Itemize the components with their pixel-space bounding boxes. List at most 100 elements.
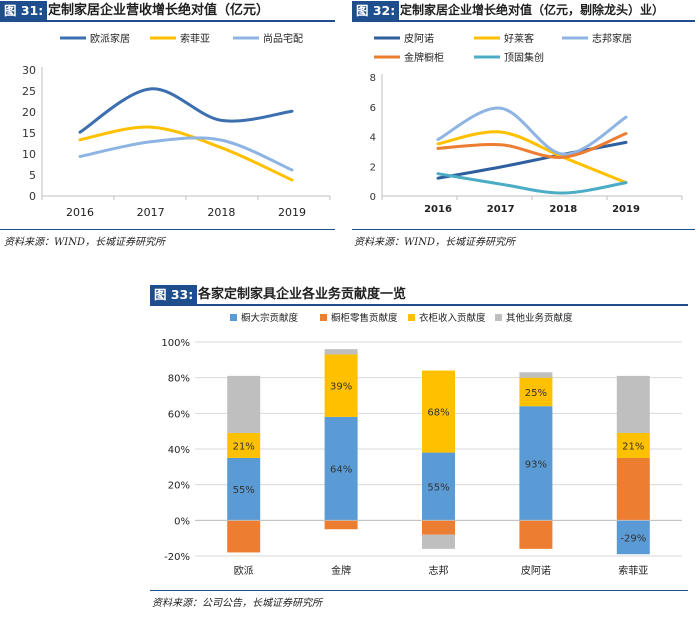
series-line — [436, 106, 628, 156]
y-tick-label: 40% — [168, 445, 190, 456]
y-tick-label: 10 — [22, 148, 36, 161]
y-tick-label: 4 — [370, 133, 376, 144]
y-tick-label: 5 — [29, 169, 36, 182]
bar-segment — [616, 432, 650, 458]
x-tick-label: 志邦 — [429, 564, 449, 577]
series-line — [436, 172, 628, 195]
legend-label: 衣柜收入贡献度 — [419, 312, 486, 324]
series-line — [436, 130, 628, 185]
data-label: 21% — [622, 441, 644, 452]
figure-33-stacked-bar-chart: -20% 0% 20% 40% 60% 80% 100% 55% 21% 欧派 64% 39% 金牌 55… — [161, 312, 682, 577]
figure-33-title-bar: 图 33: 各家定制家具企业各业务贡献度一览 — [150, 284, 688, 306]
y-tick-label: 2 — [370, 162, 376, 173]
figure-33-panel: 图 33: 各家定制家具企业各业务贡献度一览 -20% 0% 20% 40% 60% 80… — [150, 284, 690, 618]
figure-31-source: 资料来源：WIND，长城证券研究所 — [4, 237, 165, 248]
y-tick-label: 60% — [168, 409, 190, 420]
bar-segment — [519, 406, 553, 521]
x-tick-label: 2017 — [137, 206, 165, 219]
figure-31-title-bar: 图 31: 定制家居企业营收增长绝对值（亿元） — [0, 0, 335, 22]
bar-segment — [422, 452, 455, 521]
y-tick-label: 8 — [370, 73, 376, 84]
y-tick-label: 30 — [22, 64, 36, 77]
figure-32-title: 定制家居企业增长绝对值（亿元，剔除龙头）业） — [400, 3, 665, 17]
figure-32-panel: 图 32: 定制家居企业增长绝对值（亿元，剔除龙头）业） 0 2 4 6 8 2016 20… — [352, 0, 700, 250]
y-tick-label: 0% — [174, 516, 190, 527]
x-tick-label: 2018 — [207, 206, 235, 219]
series-line — [78, 136, 294, 172]
bar-segment — [422, 520, 455, 535]
bar-segment — [422, 534, 455, 549]
legend-label: 皮阿诺 — [404, 32, 434, 45]
bar-segment — [616, 457, 650, 521]
legend-swatch — [320, 314, 327, 321]
data-label: 25% — [525, 388, 547, 399]
data-label: -29% — [620, 533, 646, 544]
x-tick-label: 2018 — [549, 204, 577, 215]
figure-31-source-rule — [0, 229, 335, 230]
x-tick-label: 2017 — [487, 204, 515, 215]
legend-label: 欧派家居 — [90, 32, 130, 45]
bar-segment — [616, 375, 650, 433]
bar-segment — [227, 432, 261, 458]
legend-swatch — [495, 314, 502, 321]
bar-segment — [519, 520, 553, 549]
figure-31-tag: 图 31: — [0, 1, 48, 20]
y-tick-label: 20 — [22, 106, 36, 119]
data-label: 64% — [330, 465, 352, 476]
figure-32-source-rule — [352, 229, 695, 230]
figure-33-title: 各家定制家具企业各业务贡献度一览 — [198, 287, 407, 302]
figure-32-tag: 图 32: — [352, 1, 400, 20]
x-tick-label: 2019 — [612, 204, 640, 215]
data-label: 55% — [427, 482, 449, 493]
bar-segment — [616, 520, 650, 555]
figure-31-panel: 图 31: 定制家居企业营收增长绝对值（亿元） 0 5 10 15 20 25 30 2016… — [0, 0, 340, 250]
series-line — [436, 132, 628, 159]
figure-33-tag: 图 33: — [150, 285, 198, 304]
bar-segment — [324, 354, 358, 417]
legend-label: 橱柜零售贡献度 — [331, 312, 398, 324]
y-tick-label: 80% — [168, 374, 190, 385]
bar-segment — [324, 520, 358, 530]
x-tick-label: 2019 — [278, 206, 306, 219]
figure-33-source-rule — [150, 590, 688, 591]
legend-label: 顶固集创 — [504, 51, 544, 64]
y-tick-label: 0 — [29, 190, 36, 203]
data-label: 55% — [233, 485, 255, 496]
legend-label: 好莱客 — [504, 32, 534, 45]
figure-33-source: 资料来源：公司公告，长城证券研究所 — [152, 598, 322, 609]
x-tick-label: 2016 — [424, 204, 452, 215]
y-tick-label: -20% — [164, 552, 190, 563]
bar-segment — [227, 375, 261, 433]
legend-swatch — [230, 314, 237, 321]
y-tick-label: 20% — [168, 481, 190, 492]
bar-segment — [519, 377, 553, 407]
bar-segment — [227, 520, 261, 553]
y-tick-label: 6 — [370, 103, 376, 114]
bar-segment — [519, 372, 553, 378]
data-label: 21% — [233, 441, 255, 452]
bar-segment — [227, 457, 261, 521]
bar-segment — [422, 370, 455, 453]
figure-31-line-chart: 0 5 10 15 20 25 30 2016 2017 2018 2019 欧派家居 索菲亚 尚品宅配 — [22, 32, 331, 219]
bar-segment — [324, 416, 358, 521]
x-tick-label: 索菲亚 — [618, 564, 648, 577]
legend-label: 橱大宗贡献度 — [241, 312, 299, 324]
data-label: 93% — [525, 459, 547, 470]
series-line — [78, 87, 294, 134]
legend-label: 尚品宅配 — [263, 32, 303, 45]
data-label: 39% — [330, 382, 352, 393]
figure-31-title: 定制家居企业营收增长绝对值（亿元） — [48, 3, 270, 18]
y-tick-label: 15 — [22, 127, 36, 140]
legend-swatch — [408, 314, 415, 321]
figure-32-source: 资料来源：WIND，长城证券研究所 — [354, 237, 515, 248]
y-tick-label: 25 — [22, 85, 36, 98]
legend-label: 金牌橱柜 — [404, 51, 444, 64]
legend-label: 其他业务贡献度 — [506, 312, 573, 324]
data-label: 68% — [427, 408, 449, 419]
x-tick-label: 2016 — [66, 206, 94, 219]
legend-label: 志邦家居 — [592, 32, 632, 45]
bar-segment — [324, 349, 358, 355]
figure-32-title-bar: 图 32: 定制家居企业增长绝对值（亿元，剔除龙头）业） — [352, 0, 695, 22]
y-tick-label: 0 — [370, 192, 376, 203]
